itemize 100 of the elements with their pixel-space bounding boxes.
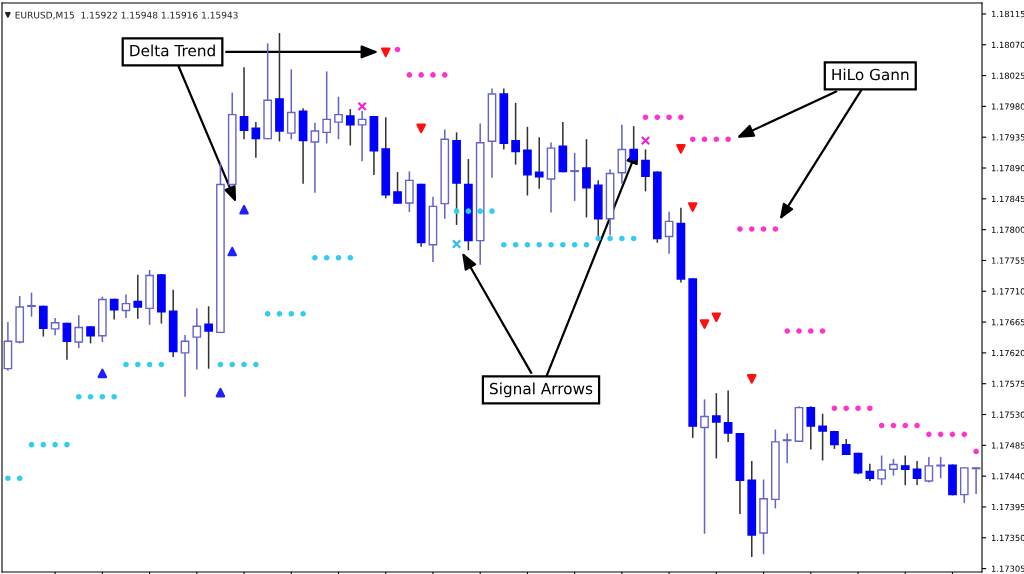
candlestick (664, 211, 674, 254)
y-tick-label: 1.17485 (991, 442, 1024, 449)
candlestick (511, 102, 520, 165)
point (52, 441, 58, 448)
point (416, 123, 426, 134)
point (146, 361, 153, 368)
point (571, 241, 578, 248)
point (961, 431, 968, 438)
point (678, 114, 684, 121)
point (99, 393, 106, 400)
candlestick (582, 139, 591, 218)
candlestick (62, 322, 72, 360)
candlestick (109, 298, 119, 320)
point (937, 431, 944, 438)
point (16, 475, 23, 481)
y-tick-label: 1.17350 (991, 534, 1024, 542)
point (676, 144, 686, 154)
candlestick (334, 96, 343, 140)
point (418, 72, 424, 78)
point (926, 431, 932, 438)
point (713, 136, 720, 143)
point (654, 114, 661, 121)
point (784, 328, 790, 334)
point (158, 361, 165, 368)
candlestick (912, 460, 922, 486)
candlestick (782, 433, 792, 464)
point (855, 405, 861, 412)
candlestick (286, 69, 296, 140)
point (430, 72, 436, 78)
point (87, 393, 94, 400)
point (489, 208, 495, 214)
y-tick-label: 1.17620 (991, 349, 1024, 357)
y-tick-label: 1.17440 (991, 473, 1024, 480)
candlestick (27, 292, 36, 317)
point (831, 405, 838, 412)
point (914, 422, 920, 429)
point (253, 361, 259, 368)
point (227, 246, 238, 257)
point (241, 361, 247, 368)
y-tick-label: 1.17305 (991, 565, 1024, 572)
point (746, 374, 757, 384)
point (772, 226, 779, 232)
point (560, 241, 566, 248)
point (807, 328, 814, 334)
candlestick (404, 171, 414, 212)
y-tick-label: 1.17530 (991, 411, 1024, 418)
point (666, 114, 672, 121)
point (264, 311, 271, 317)
point (748, 226, 755, 232)
y-tick-label: 1.17845 (991, 195, 1024, 203)
y-tick-label: 1.18070 (991, 41, 1024, 49)
point (111, 393, 117, 400)
point (973, 448, 979, 455)
candlestick (38, 305, 48, 337)
point (701, 136, 708, 143)
point (5, 475, 11, 481)
candlestick (204, 306, 213, 369)
y-tick-label: 1.17575 (991, 380, 1024, 387)
candlestick (617, 124, 627, 184)
candlestick (806, 406, 816, 450)
point (819, 328, 826, 334)
candlestick (853, 452, 863, 475)
point (524, 241, 531, 248)
candlestick (74, 315, 84, 349)
y-tick-label: 1.17710 (991, 288, 1024, 295)
point (347, 254, 354, 261)
point (465, 208, 472, 214)
point (394, 46, 401, 53)
annotation: HiLo Gann (832, 68, 909, 81)
point (890, 422, 897, 429)
point (583, 241, 590, 248)
candlestick (641, 149, 650, 192)
candlestick (393, 172, 402, 204)
y-tick-label: 1.17665 (991, 319, 1024, 326)
text: EURUSD,M15 1.15922 1.15948 1.15916 1.15943 (15, 11, 238, 20)
point (642, 114, 649, 121)
point (239, 205, 249, 215)
point (711, 312, 722, 323)
point (441, 72, 448, 78)
point (300, 311, 306, 317)
y-tick-label: 1.17395 (991, 503, 1024, 511)
point (217, 361, 224, 368)
y-tick-label: 1.17755 (991, 257, 1024, 264)
point (687, 202, 698, 212)
point (357, 101, 367, 112)
candlestick (133, 274, 143, 319)
candlestick (322, 71, 332, 144)
y-tick-label: 1.17980 (991, 103, 1024, 110)
point (640, 135, 651, 146)
point (477, 208, 483, 214)
candlestick (357, 111, 367, 162)
y-tick-label: 1.18025 (991, 72, 1024, 79)
point (689, 136, 696, 143)
candlestick (180, 335, 190, 397)
point (595, 235, 602, 242)
candlestick (818, 413, 827, 461)
point (276, 311, 283, 317)
candlestick (310, 122, 320, 193)
point (406, 72, 413, 78)
point (760, 226, 767, 232)
